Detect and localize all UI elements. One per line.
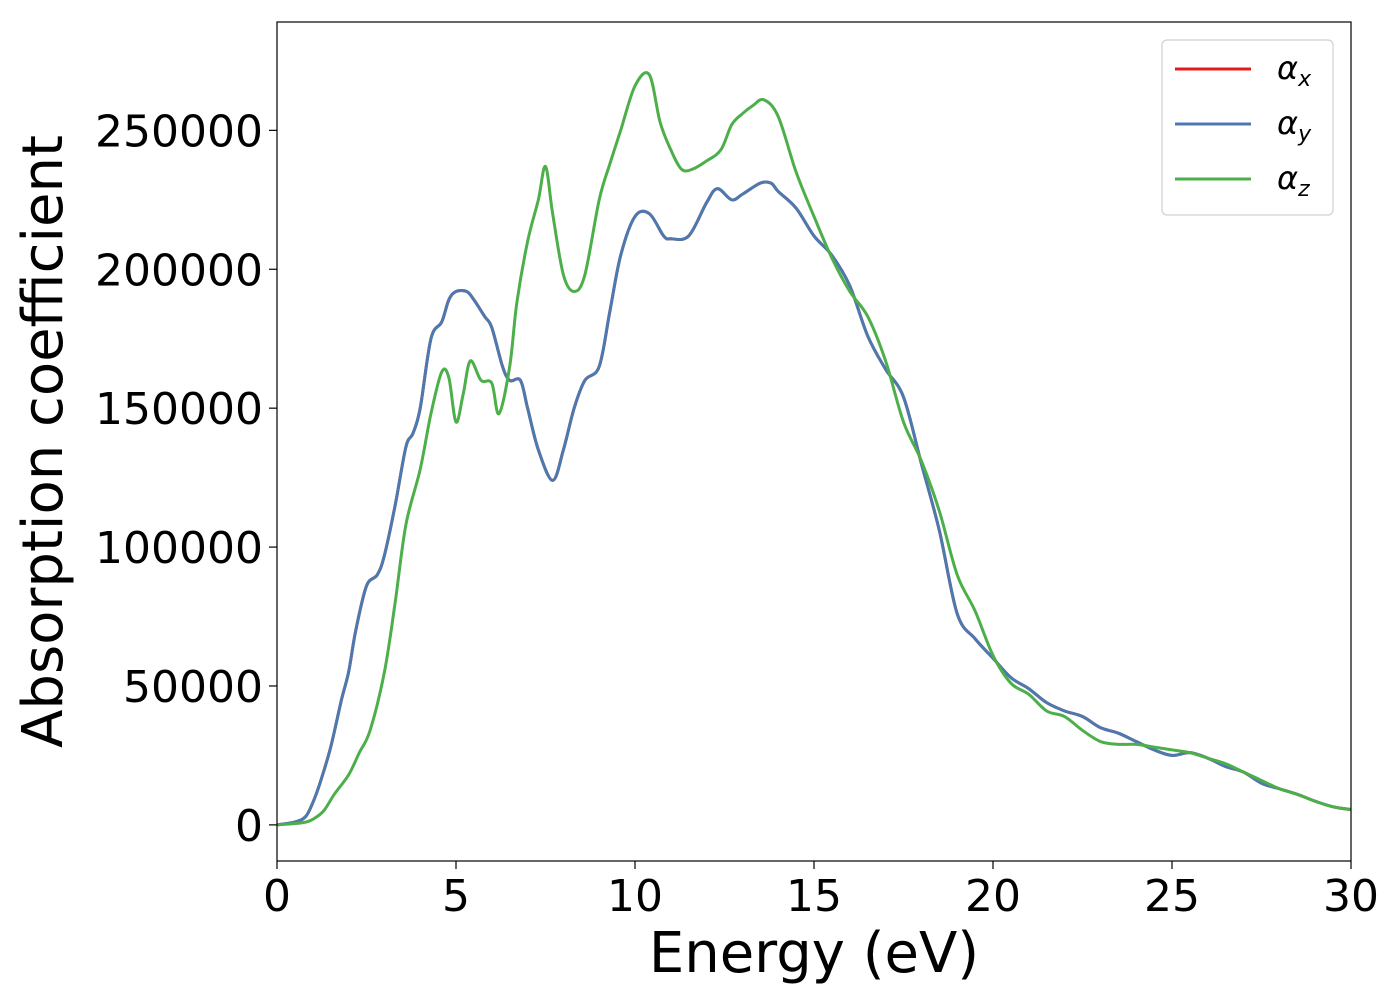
- x-tick-label: 20: [965, 871, 1021, 922]
- series-line-y: [277, 180, 1351, 827]
- legend-label-z: αz: [1277, 159, 1310, 202]
- x-tick-label: 0: [263, 871, 291, 922]
- x-tick-label: 30: [1323, 871, 1379, 922]
- y-tick-label: 100000: [95, 523, 263, 574]
- y-tick-label: 50000: [123, 662, 263, 713]
- x-tick-label: 15: [786, 871, 842, 922]
- legend-label-x: αx: [1277, 49, 1312, 92]
- axes: 0 5 10 15 20 25 30 0 50000 100000 150000 200000 2500…: [95, 21, 1379, 922]
- y-axis-label: Absorption coefficient: [11, 135, 76, 748]
- legend-label-y: αy: [1277, 104, 1312, 147]
- series-line-x: [277, 180, 1351, 827]
- plot-area: [277, 71, 1351, 827]
- x-tick-label: 5: [442, 871, 470, 922]
- y-tick-label: 200000: [95, 245, 263, 296]
- x-tick-label: 10: [607, 871, 663, 922]
- legend: αx αy αz: [1161, 39, 1334, 216]
- x-axis-label: Energy (eV): [649, 921, 979, 986]
- y-tick-label: 250000: [95, 106, 263, 157]
- y-tick-label: 0: [235, 801, 263, 852]
- legend-box: [1161, 39, 1334, 216]
- series-line-z: [277, 71, 1351, 827]
- y-tick-label: 150000: [95, 384, 263, 435]
- x-tick-label: 25: [1144, 871, 1200, 922]
